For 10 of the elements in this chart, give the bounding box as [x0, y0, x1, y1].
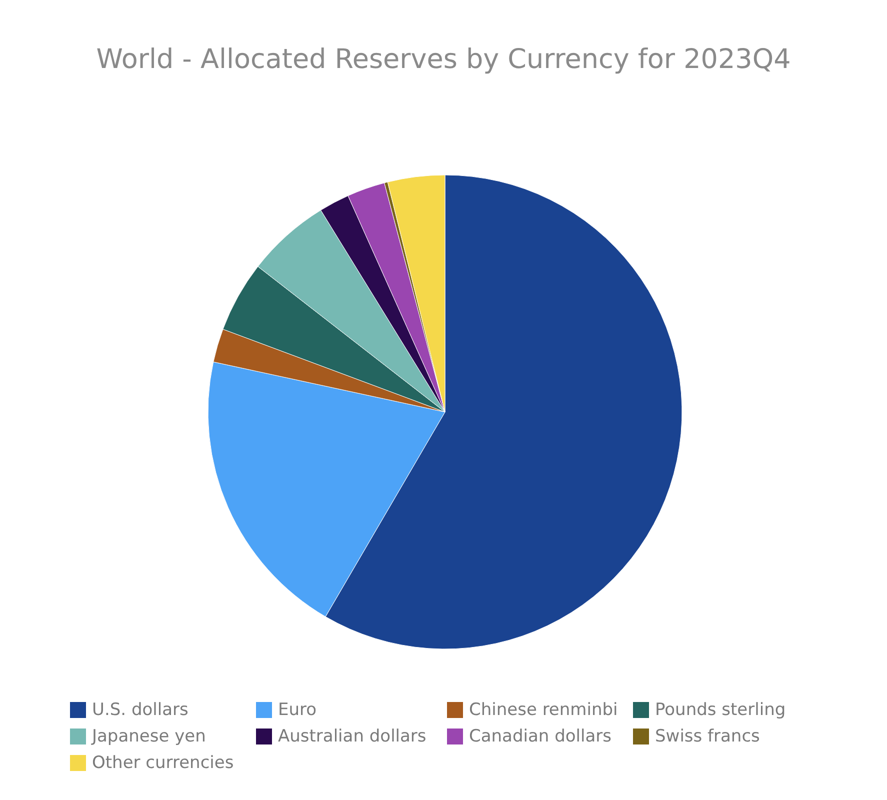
legend-label: Other currencies: [92, 753, 234, 773]
legend-label: Japanese yen: [91, 726, 206, 746]
legend-label: U.S. dollars: [92, 700, 188, 720]
legend-label: Chinese renminbi: [469, 700, 618, 720]
chart-title: World - Allocated Reserves by Currency for 2023Q4: [96, 44, 791, 75]
legend-label: Euro: [278, 700, 317, 720]
legend-label: Swiss francs: [655, 726, 760, 746]
legend-label: Pounds sterling: [655, 700, 786, 720]
legend-label: Australian dollars: [278, 726, 426, 746]
legend-label: Canadian dollars: [469, 726, 612, 746]
